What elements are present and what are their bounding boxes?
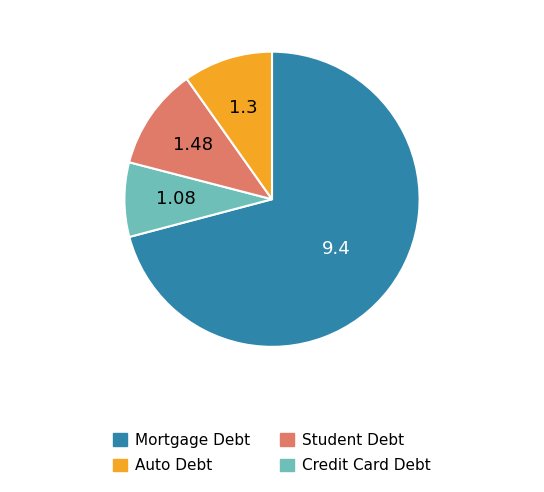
Text: 1.08: 1.08	[156, 190, 196, 209]
Wedge shape	[129, 79, 272, 199]
Wedge shape	[187, 52, 272, 199]
Wedge shape	[125, 162, 272, 237]
Text: 9.4: 9.4	[322, 240, 351, 258]
Legend: Mortgage Debt, Auto Debt, Student Debt, Credit Card Debt: Mortgage Debt, Auto Debt, Student Debt, …	[107, 427, 437, 479]
Text: 1.3: 1.3	[228, 99, 257, 117]
Wedge shape	[129, 52, 419, 347]
Text: 1.48: 1.48	[173, 136, 213, 154]
